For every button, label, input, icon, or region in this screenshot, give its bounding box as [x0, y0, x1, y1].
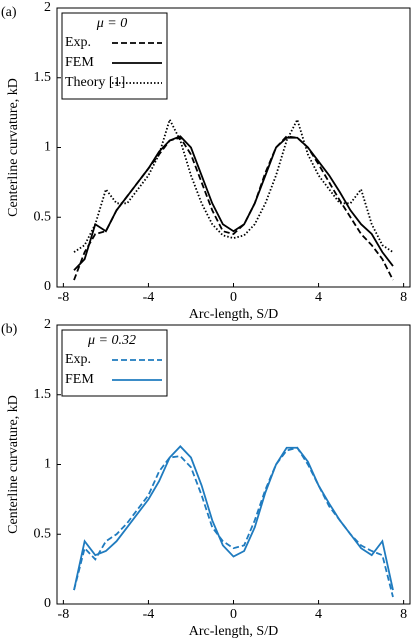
series-line — [73, 135, 394, 281]
y-tick-label: 1.5 — [34, 70, 52, 85]
series-line — [73, 445, 394, 591]
x-tick-label: 8 — [400, 607, 407, 622]
legend-box — [61, 329, 168, 397]
y-tick-label: 1.5 — [34, 387, 52, 402]
legend-label: FEM — [65, 372, 94, 387]
x-tick-label: -8 — [58, 290, 70, 305]
legend-title: μ = 0 — [96, 16, 127, 31]
panel-label: (b) — [1, 322, 18, 337]
x-tick-label: 4 — [315, 607, 322, 622]
legend-label: Exp. — [65, 35, 91, 50]
y-tick-label: 0.5 — [34, 526, 52, 541]
legend-box — [61, 12, 168, 100]
y-tick-label: 1 — [44, 140, 51, 155]
x-tick-label: -4 — [143, 607, 155, 622]
x-tick-label: -4 — [143, 290, 155, 305]
legend-label: Theory [1] — [65, 75, 125, 90]
x-tick-label: -8 — [58, 607, 70, 622]
legend-label: Exp. — [65, 352, 91, 367]
series-line — [73, 135, 394, 271]
y-tick-label: 0 — [44, 596, 51, 611]
x-tick-label: 8 — [400, 290, 407, 305]
y-axis-label: Centerline curvature, kD — [6, 78, 21, 217]
legend-title: μ = 0.32 — [87, 333, 136, 348]
x-axis-label: Arc-length, S/D — [189, 307, 278, 322]
x-axis-label: Arc-length, S/D — [189, 624, 278, 639]
y-tick-label: 2 — [44, 317, 51, 332]
y-tick-label: 0 — [44, 279, 51, 294]
x-tick-label: 0 — [230, 607, 237, 622]
panel-label: (a) — [1, 5, 17, 20]
x-tick-label: 4 — [315, 290, 322, 305]
x-tick-label: 0 — [230, 290, 237, 305]
y-tick-label: 2 — [44, 0, 51, 15]
y-tick-label: 0.5 — [34, 209, 52, 224]
y-tick-label: 1 — [44, 457, 51, 472]
y-axis-label: Centerline curvature, kD — [6, 395, 21, 534]
series-line — [73, 446, 394, 598]
legend-label: FEM — [65, 55, 94, 70]
